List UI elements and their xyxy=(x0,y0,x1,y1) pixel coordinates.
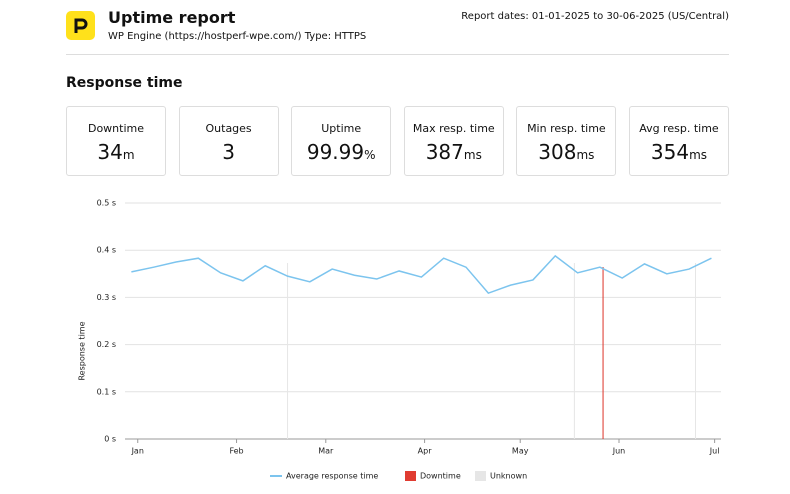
logo xyxy=(66,11,95,40)
legend-label: Average response time xyxy=(286,472,378,481)
stat-card: Outages 3 xyxy=(178,106,279,176)
stat-unit: ms xyxy=(576,148,595,162)
divider xyxy=(66,54,729,55)
y-tick-label: 0.1 s xyxy=(97,387,116,396)
stat-label: Max resp. time xyxy=(412,122,495,135)
stat-card: Avg resp. time 354ms xyxy=(628,106,729,176)
x-tick-label: Mar xyxy=(318,447,334,456)
y-tick-label: 0.3 s xyxy=(97,293,116,302)
stat-value: 387 xyxy=(425,140,464,164)
stat-value: 3 xyxy=(222,140,235,164)
stat-cards: Downtime 34m Outages 3 Uptime 99.99% Max resp.… xyxy=(66,106,729,176)
title: Uptime report xyxy=(108,8,236,27)
line-series xyxy=(131,254,712,295)
stat-label: Outages xyxy=(205,122,252,135)
stat-value-row: 3 xyxy=(180,140,278,164)
x-tick-label: Feb xyxy=(229,447,243,456)
stat-label: Downtime xyxy=(87,122,145,135)
stat-value-row: 308ms xyxy=(517,140,615,164)
stat-value-row: 99.99% xyxy=(292,140,390,164)
y-tick-label: 0.5 s xyxy=(97,199,116,208)
section-title: Response time xyxy=(66,75,183,91)
stat-card: Uptime 99.99% xyxy=(291,106,392,176)
stat-unit: % xyxy=(364,148,376,162)
legend-label: Unknown xyxy=(490,472,527,481)
report-dates: Report dates: 01-01-2025 to 30-06-2025 (… xyxy=(461,11,729,22)
y-tick-label: 0 s xyxy=(104,435,116,444)
stat-unit: ms xyxy=(463,148,482,162)
stat-label: Min resp. time xyxy=(527,122,606,135)
stat-value: 99.99 xyxy=(306,140,365,164)
stat-value: 308 xyxy=(538,140,577,164)
logo-glyph xyxy=(74,18,88,33)
y-axis-label: Response time xyxy=(78,321,87,380)
stat-card: Downtime 34m xyxy=(66,106,166,176)
x-tick-label: Jun xyxy=(612,447,626,456)
stat-value-row: 34m xyxy=(67,140,165,164)
x-tick-label: May xyxy=(512,447,529,456)
stat-card: Min resp. time 308ms xyxy=(516,106,617,176)
x-tick-label: Apr xyxy=(418,447,433,456)
legend-swatch xyxy=(475,471,486,481)
legend-swatch xyxy=(405,471,416,481)
y-tick-label: 0.4 s xyxy=(97,246,116,255)
y-tick-label: 0.2 s xyxy=(97,340,116,349)
stat-unit: m xyxy=(122,148,135,162)
stat-label: Uptime xyxy=(321,122,362,135)
subtitle: WP Engine (https://hostperf-wpe.com/) Ty… xyxy=(108,31,367,42)
x-tick-label: Jan xyxy=(131,447,144,456)
stat-value: 34 xyxy=(97,140,123,164)
stat-value-row: 387ms xyxy=(405,140,503,164)
legend-label: Downtime xyxy=(420,472,461,481)
stat-card: Max resp. time 387ms xyxy=(403,106,504,176)
x-tick-label: Jul xyxy=(709,447,720,456)
stat-label: Avg resp. time xyxy=(639,122,719,135)
stat-value: 354 xyxy=(650,140,690,164)
stat-unit: ms xyxy=(689,148,708,162)
stat-value-row: 354ms xyxy=(630,140,728,164)
